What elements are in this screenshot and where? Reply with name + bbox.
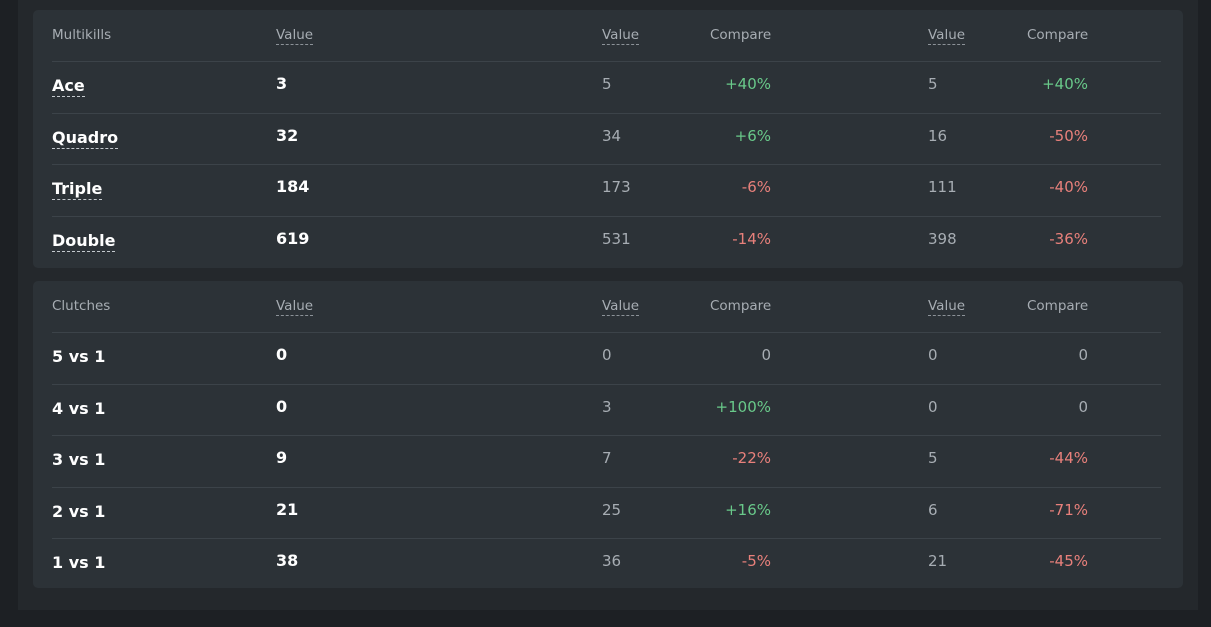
row-label: 5 vs 1 [52,347,106,366]
row-divider [52,215,1161,217]
compare-column-header: Compare [1027,298,1089,314]
table-row: 2 vs 1 21 25 +16% 6 -71% [33,486,1183,538]
row-value: 0 [276,396,288,416]
clutches-header: Clutches Value Value Compare Value Compa… [33,281,1183,332]
row-divider [52,383,1161,385]
row-divider [52,112,1161,114]
table-row: 1 vs 1 38 36 -5% 21 -45% [33,538,1183,589]
table-row: 4 vs 1 0 3 +100% 0 0 [33,383,1183,435]
table-row: Quadro 32 34 +6% 16 -50% [33,112,1183,164]
row-compare-b: 0 [1078,346,1088,364]
row-value-compare-a: 36 [602,552,622,570]
value-column-header[interactable]: Value [276,298,314,316]
value-column-header[interactable]: Value [928,27,966,45]
value-column-header[interactable]: Value [602,27,640,45]
compare-column-header: Compare [1027,27,1089,43]
row-value-compare-b: 21 [928,552,948,570]
row-compare-a: +16% [725,500,771,519]
row-divider [52,332,1161,333]
table-row: 3 vs 1 9 7 -22% 5 -44% [33,435,1183,486]
compare-column-header: Compare [710,298,772,314]
row-compare-a: 0 [761,346,771,364]
row-divider [52,486,1161,488]
row-value: 619 [276,228,310,248]
row-value: 21 [276,499,299,519]
row-compare-a: -22% [732,449,771,467]
multikills-card: Multikills Value Value Compare Value Com… [33,10,1183,268]
row-value-compare-a: 531 [602,229,631,248]
row-value-compare-b: 6 [928,500,938,519]
row-label[interactable]: Quadro [52,127,119,149]
row-value-compare-a: 7 [602,449,612,467]
compare-column-header: Compare [710,27,772,43]
row-label: 3 vs 1 [52,450,106,469]
row-value: 3 [276,74,288,93]
row-compare-a: -5% [741,552,771,570]
row-value-compare-b: 398 [928,229,957,248]
multikills-title: Multikills [52,27,112,43]
row-value-compare-b: 111 [928,178,957,196]
clutches-card: Clutches Value Value Compare Value Compa… [33,281,1183,588]
row-compare-b: -36% [1049,229,1088,248]
row-value-compare-b: 5 [928,449,938,467]
row-divider [52,61,1161,62]
row-compare-b: -45% [1049,552,1088,570]
row-label[interactable]: Double [52,230,116,252]
row-label: 1 vs 1 [52,553,106,572]
row-value: 184 [276,177,310,196]
row-compare-b: +40% [1042,75,1088,93]
row-compare-a: +6% [734,126,771,145]
table-row: 5 vs 1 0 0 0 0 0 [33,332,1183,383]
row-value: 38 [276,551,299,570]
row-value-compare-a: 34 [602,126,622,145]
row-divider [52,435,1161,436]
value-column-header[interactable]: Value [602,298,640,316]
row-value-compare-a: 5 [602,75,612,93]
value-column-header[interactable]: Value [928,298,966,316]
row-value: 0 [276,345,288,364]
row-compare-a: -6% [741,178,771,196]
row-compare-b: -44% [1049,449,1088,467]
row-compare-b: -40% [1049,178,1088,196]
row-value-compare-b: 0 [928,397,938,416]
row-value-compare-a: 25 [602,500,622,519]
table-row: Ace 3 5 +40% 5 +40% [33,61,1183,112]
row-value-compare-a: 173 [602,178,631,196]
row-compare-a: +100% [715,397,771,416]
row-value-compare-a: 3 [602,397,612,416]
row-compare-a: -14% [732,229,771,248]
row-divider [52,164,1161,165]
clutches-title: Clutches [52,298,111,314]
row-label: 4 vs 1 [52,398,106,418]
value-column-header[interactable]: Value [276,27,314,45]
row-divider [52,538,1161,539]
table-row: Triple 184 173 -6% 111 -40% [33,164,1183,215]
row-value-compare-b: 16 [928,126,948,145]
row-value: 9 [276,448,288,467]
row-compare-b: -50% [1049,126,1088,145]
row-value-compare-b: 0 [928,346,938,364]
row-label: 2 vs 1 [52,501,106,521]
row-label[interactable]: Ace [52,76,85,97]
row-value: 32 [276,125,299,145]
row-value-compare-a: 0 [602,346,612,364]
row-compare-b: 0 [1078,397,1088,416]
table-row: Double 619 531 -14% 398 -36% [33,215,1183,267]
row-value-compare-b: 5 [928,75,938,93]
multikills-header: Multikills Value Value Compare Value Com… [33,10,1183,61]
row-label[interactable]: Triple [52,179,103,200]
row-compare-b: -71% [1049,500,1088,519]
row-compare-a: +40% [725,75,771,93]
